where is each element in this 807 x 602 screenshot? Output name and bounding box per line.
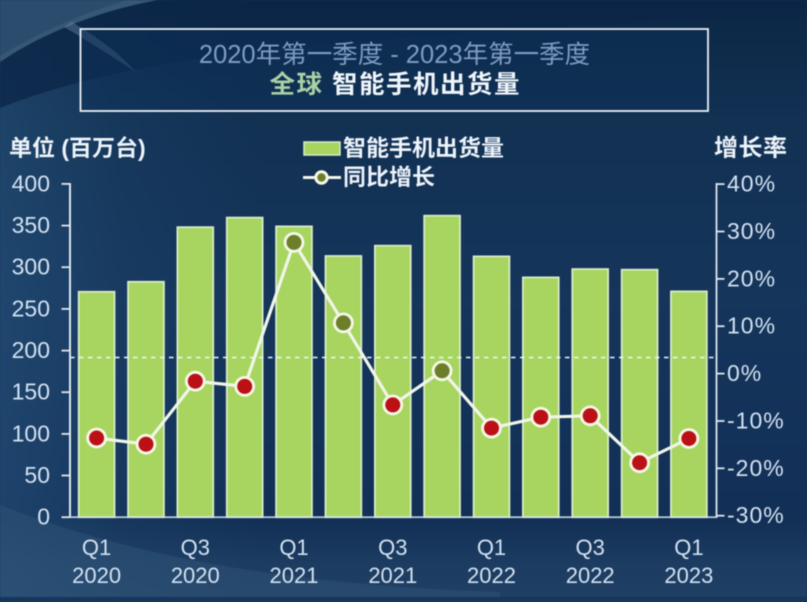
svg-text:2023: 2023 — [406, 41, 463, 69]
svg-text:250: 250 — [12, 295, 50, 321]
svg-text:Q1: Q1 — [279, 535, 308, 560]
svg-text:10%: 10% — [727, 313, 776, 339]
svg-text:100: 100 — [12, 420, 50, 446]
svg-text:Q1: Q1 — [674, 535, 703, 560]
svg-text:150: 150 — [12, 379, 50, 405]
svg-text:2022: 2022 — [566, 563, 615, 588]
svg-text:-10%: -10% — [727, 408, 785, 434]
svg-text:-30%: -30% — [727, 502, 785, 528]
svg-text:20%: 20% — [727, 265, 776, 291]
svg-text:40%: 40% — [727, 171, 776, 197]
svg-text:300: 300 — [12, 254, 50, 280]
svg-text:Q1: Q1 — [82, 535, 111, 560]
svg-text:(: ( — [61, 135, 69, 161]
svg-text:-20%: -20% — [727, 455, 785, 481]
svg-text:2020: 2020 — [199, 41, 256, 69]
svg-text:2020: 2020 — [171, 563, 220, 588]
svg-text:30%: 30% — [727, 218, 776, 244]
svg-text:Q3: Q3 — [378, 535, 407, 560]
svg-text:Q3: Q3 — [576, 535, 605, 560]
svg-text:): ) — [138, 135, 146, 161]
svg-text:400: 400 — [12, 170, 50, 196]
svg-text:2023: 2023 — [664, 563, 713, 588]
svg-text:2021: 2021 — [368, 563, 417, 588]
svg-text:50: 50 — [24, 462, 50, 488]
svg-text:Q3: Q3 — [181, 535, 210, 560]
svg-text:2022: 2022 — [467, 563, 516, 588]
svg-text:Q1: Q1 — [477, 535, 506, 560]
svg-text:2020: 2020 — [72, 563, 121, 588]
svg-text:2021: 2021 — [270, 563, 319, 588]
svg-text:200: 200 — [12, 337, 50, 363]
svg-text:0%: 0% — [727, 360, 762, 386]
svg-text:350: 350 — [12, 212, 50, 238]
svg-text:-: - — [390, 41, 399, 69]
svg-text:0: 0 — [37, 504, 50, 530]
